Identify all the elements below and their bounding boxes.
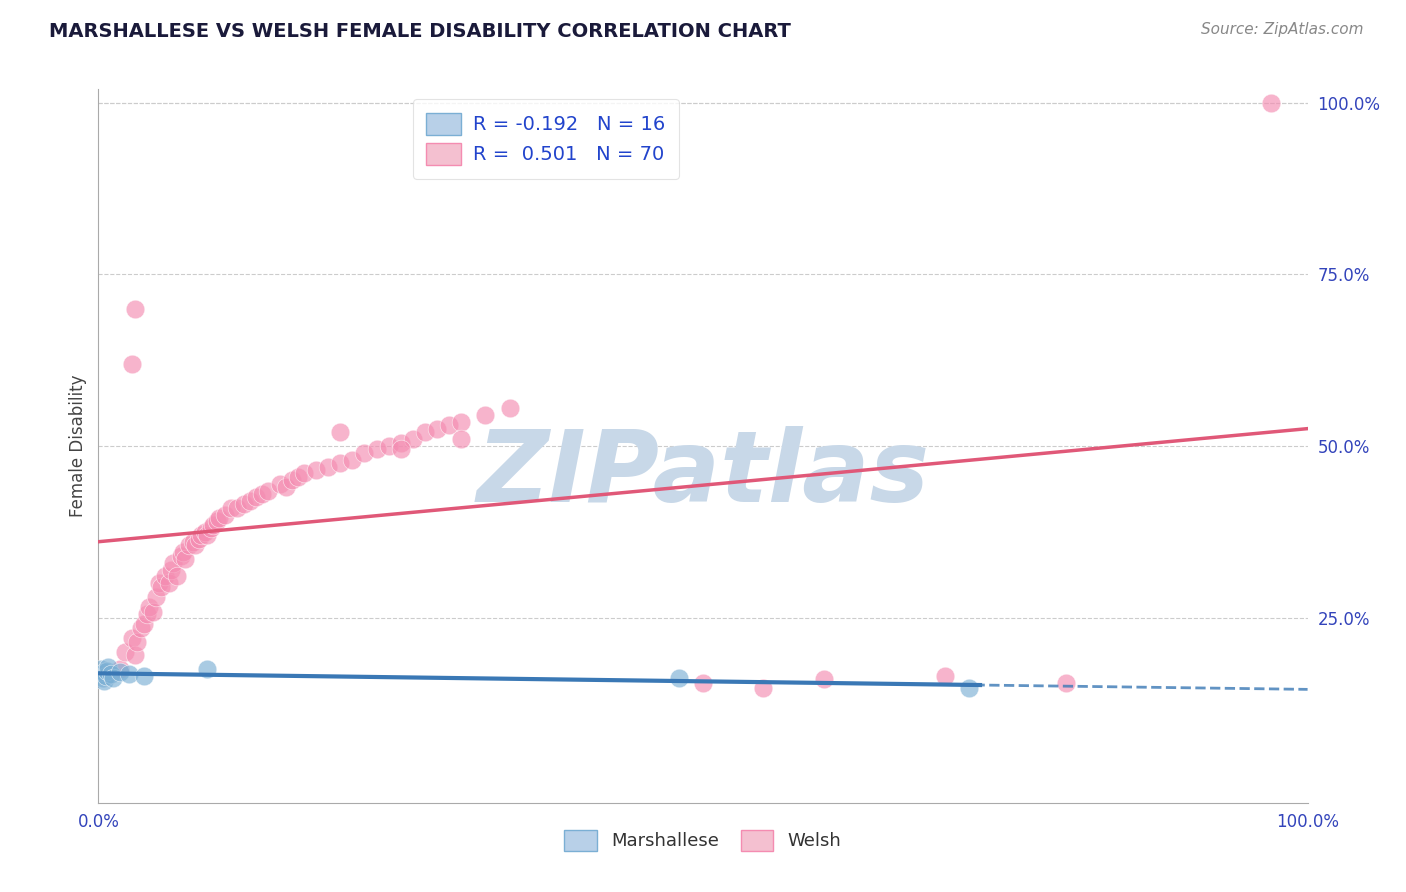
- Point: [239, 494, 262, 508]
- Point: [752, 681, 775, 695]
- Point: [124, 301, 146, 316]
- Point: [274, 480, 297, 494]
- Point: [221, 500, 243, 515]
- Point: [194, 524, 217, 539]
- Point: [245, 491, 267, 505]
- Point: [957, 681, 980, 695]
- Point: [96, 664, 118, 678]
- Y-axis label: Female Disability: Female Disability: [69, 375, 87, 517]
- Point: [1260, 95, 1282, 110]
- Point: [205, 515, 228, 529]
- Point: [402, 432, 425, 446]
- Point: [138, 600, 160, 615]
- Point: [91, 666, 114, 681]
- Point: [256, 483, 278, 498]
- Point: [413, 425, 436, 440]
- Point: [179, 539, 201, 553]
- Point: [118, 666, 141, 681]
- Point: [157, 576, 180, 591]
- Point: [377, 439, 399, 453]
- Point: [108, 665, 131, 680]
- Text: MARSHALLESE VS WELSH FEMALE DISABILITY CORRELATION CHART: MARSHALLESE VS WELSH FEMALE DISABILITY C…: [49, 22, 792, 41]
- Point: [160, 562, 183, 576]
- Point: [208, 511, 231, 525]
- Point: [135, 607, 157, 621]
- Legend: Marshallese, Welsh: Marshallese, Welsh: [557, 822, 849, 858]
- Point: [250, 487, 273, 501]
- Point: [169, 549, 191, 563]
- Point: [93, 665, 115, 680]
- Point: [91, 671, 114, 685]
- Point: [668, 671, 690, 685]
- Point: [134, 617, 156, 632]
- Point: [184, 539, 207, 553]
- Point: [114, 645, 136, 659]
- Point: [145, 590, 167, 604]
- Text: ZIPatlas: ZIPatlas: [477, 426, 929, 523]
- Point: [389, 442, 412, 457]
- Point: [498, 401, 520, 416]
- Point: [97, 660, 120, 674]
- Point: [232, 497, 254, 511]
- Point: [269, 476, 291, 491]
- Point: [174, 552, 197, 566]
- Point: [202, 517, 225, 532]
- Point: [181, 535, 204, 549]
- Point: [389, 435, 412, 450]
- Point: [329, 425, 352, 440]
- Point: [134, 669, 156, 683]
- Point: [195, 528, 218, 542]
- Point: [329, 456, 352, 470]
- Point: [94, 669, 117, 683]
- Text: Source: ZipAtlas.com: Source: ZipAtlas.com: [1201, 22, 1364, 37]
- Point: [166, 569, 188, 583]
- Point: [287, 470, 309, 484]
- Point: [129, 621, 152, 635]
- Point: [316, 459, 339, 474]
- Point: [281, 473, 304, 487]
- Point: [934, 669, 956, 683]
- Point: [108, 662, 131, 676]
- Point: [813, 673, 835, 687]
- Point: [305, 463, 328, 477]
- Point: [366, 442, 388, 457]
- Point: [1054, 675, 1077, 690]
- Point: [172, 545, 194, 559]
- Point: [127, 634, 149, 648]
- Point: [101, 671, 124, 685]
- Point: [214, 508, 236, 522]
- Point: [190, 528, 212, 542]
- Point: [148, 576, 170, 591]
- Point: [437, 418, 460, 433]
- Point: [195, 662, 218, 676]
- Point: [353, 446, 375, 460]
- Point: [124, 648, 146, 663]
- Point: [150, 580, 173, 594]
- Point: [450, 432, 472, 446]
- Point: [450, 415, 472, 429]
- Point: [90, 662, 112, 676]
- Point: [292, 467, 315, 481]
- Point: [142, 605, 165, 619]
- Point: [121, 631, 143, 645]
- Point: [121, 357, 143, 371]
- Point: [226, 500, 249, 515]
- Point: [187, 532, 209, 546]
- Point: [162, 556, 184, 570]
- Point: [200, 521, 222, 535]
- Point: [93, 673, 115, 688]
- Point: [100, 666, 122, 681]
- Point: [426, 422, 449, 436]
- Point: [474, 408, 496, 422]
- Point: [692, 675, 714, 690]
- Point: [153, 569, 176, 583]
- Point: [342, 452, 364, 467]
